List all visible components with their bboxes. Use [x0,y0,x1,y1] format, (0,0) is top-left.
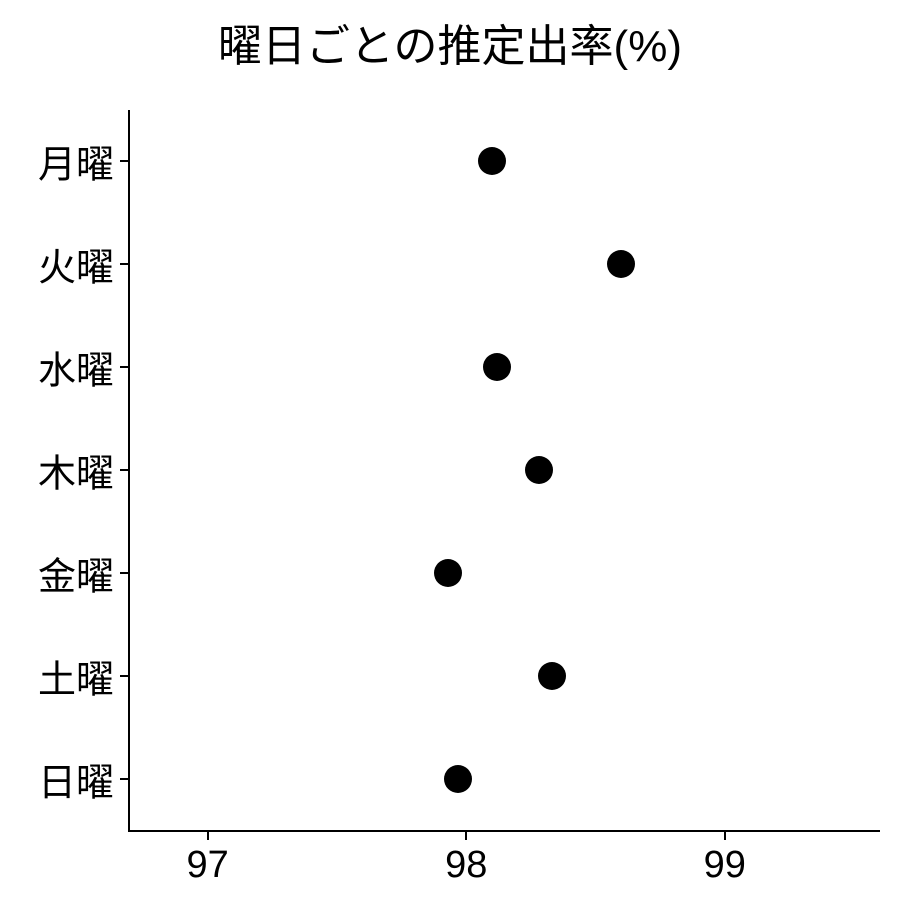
x-tick [724,830,726,840]
y-axis-line [128,110,130,832]
y-tick-label: 水曜 [38,340,114,395]
data-point [434,559,462,587]
y-tick-label: 日曜 [38,751,114,806]
y-tick-label: 土曜 [38,648,114,703]
x-tick-label: 99 [704,844,746,887]
data-point [538,662,566,690]
y-tick [120,160,130,162]
y-tick [120,572,130,574]
y-tick [120,366,130,368]
y-tick-label: 火曜 [38,237,114,292]
y-tick-label: 木曜 [38,443,114,498]
x-tick [207,830,209,840]
y-tick [120,675,130,677]
x-axis-line [130,830,880,832]
data-point [444,765,472,793]
data-point [607,250,635,278]
x-tick-label: 97 [186,844,228,887]
x-tick-label: 98 [445,844,487,887]
chart-container: 曜日ごとの推定出率(%) 97 98 99 月曜火曜水曜木曜金曜土曜日曜 [0,0,900,900]
y-tick [120,263,130,265]
data-point [478,147,506,175]
y-tick [120,778,130,780]
y-tick [120,469,130,471]
data-point [483,353,511,381]
chart-title: 曜日ごとの推定出率(%) [0,10,900,74]
y-tick-label: 月曜 [38,134,114,189]
y-tick-label: 金曜 [38,545,114,600]
data-point [525,456,553,484]
x-tick [465,830,467,840]
